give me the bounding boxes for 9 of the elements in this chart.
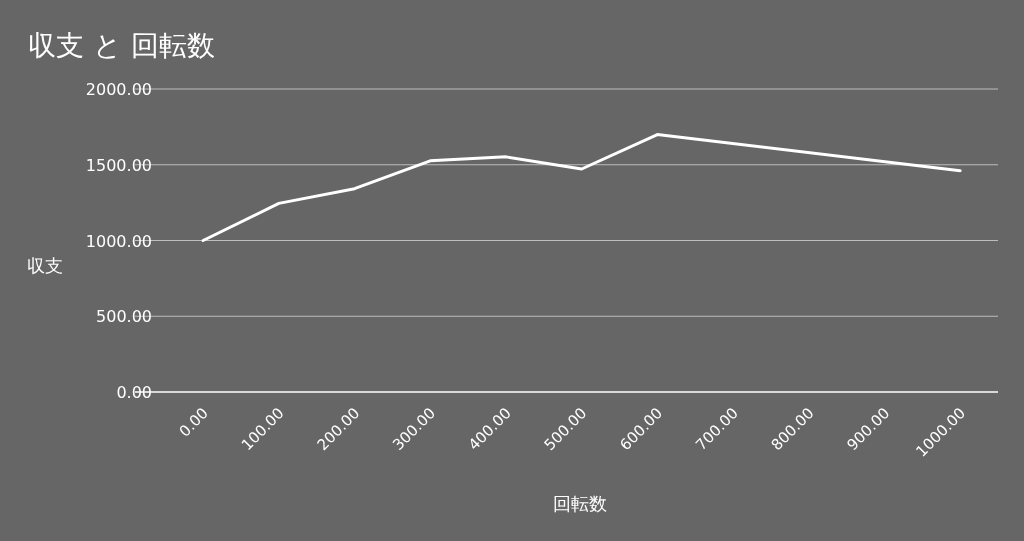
y-tick-label: 2000.00 (85, 80, 152, 99)
line-series (201, 133, 962, 242)
y-tick-label: 0.00 (116, 383, 152, 402)
y-tick-label: 1500.00 (85, 155, 152, 175)
x-axis-title: 回転数 (553, 493, 607, 514)
chart-title: 収支 と 回転数 (28, 29, 215, 62)
y-tick-label: 500.00 (96, 307, 152, 327)
y-tick-label: 1000.00 (85, 231, 152, 251)
y-axis-title: 収支 (27, 255, 63, 276)
